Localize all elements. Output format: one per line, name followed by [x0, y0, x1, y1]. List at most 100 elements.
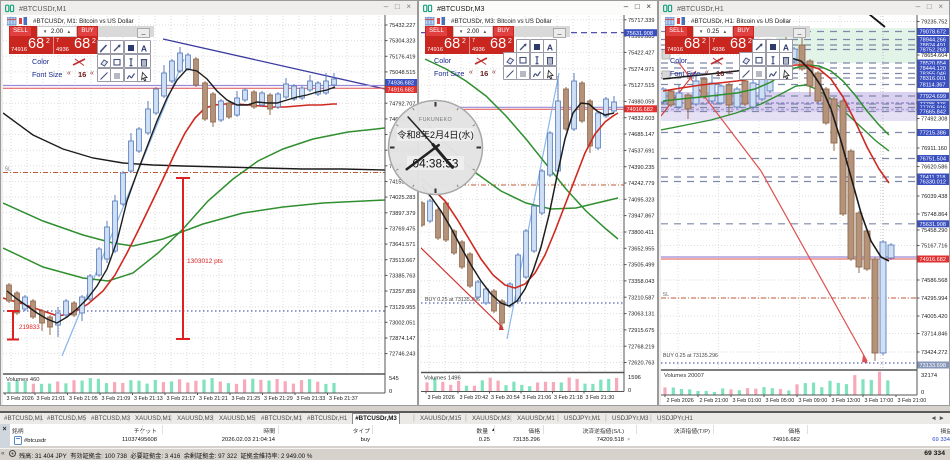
svg-text:BUY 0.25 at 73135.296: BUY 0.25 at 73135.296: [425, 297, 480, 303]
svg-text:73652.955: 73652.955: [628, 246, 654, 252]
svg-text:72620.763: 72620.763: [628, 361, 654, 367]
svg-text:BUY 0.25 at 73135.296: BUY 0.25 at 73135.296: [663, 353, 718, 359]
svg-text:74936.682: 74936.682: [388, 81, 414, 87]
svg-text:73714.846: 73714.846: [921, 332, 947, 338]
svg-text:78316.001: 78316.001: [920, 76, 946, 82]
svg-text:74025.283: 74025.283: [389, 195, 415, 201]
svg-text:73210.587: 73210.587: [628, 295, 654, 301]
svg-text:3 Feb 21:01: 3 Feb 21:01: [37, 396, 66, 402]
svg-text:545: 545: [389, 376, 399, 382]
svg-text:A: A: [547, 42, 553, 52]
svg-text:74916.682: 74916.682: [627, 107, 653, 113]
svg-text:74295.994: 74295.994: [921, 296, 947, 302]
svg-text:72874.147: 72874.147: [389, 336, 415, 342]
svg-text:3 Feb 21:17: 3 Feb 21:17: [167, 396, 196, 402]
svg-text:78114.367: 78114.367: [920, 83, 946, 89]
svg-text:75432.227: 75432.227: [389, 23, 415, 29]
svg-text:1596: 1596: [628, 375, 641, 381]
svg-text:73133.698: 73133.698: [920, 363, 946, 369]
svg-text:77492.308: 77492.308: [921, 117, 947, 123]
svg-text:3 Feb 17:00: 3 Feb 17:00: [865, 398, 894, 404]
svg-text:75569.883: 75569.883: [628, 34, 654, 40]
svg-text:75304.323: 75304.323: [389, 39, 415, 45]
svg-text:2 Feb 2026: 2 Feb 2026: [667, 398, 694, 404]
svg-text:75167.716: 75167.716: [921, 244, 947, 250]
svg-text:SL: SL: [5, 167, 12, 173]
svg-text:令和8年2月4日(水): 令和8年2月4日(水): [397, 129, 474, 140]
svg-text:74792.707: 74792.707: [389, 101, 415, 107]
svg-text:219833: 219833: [19, 324, 40, 331]
svg-text:3 Feb 2026: 3 Feb 2026: [7, 396, 34, 402]
svg-text:76330.012: 76330.012: [920, 180, 946, 186]
svg-text:74685.147: 74685.147: [628, 132, 654, 138]
svg-text:3 Feb 21:00: 3 Feb 21:00: [898, 398, 927, 404]
svg-text:76751.504: 76751.504: [920, 157, 946, 163]
svg-text:78654.604: 78654.604: [921, 53, 947, 59]
svg-text:73358.043: 73358.043: [628, 279, 654, 285]
svg-text:73129.955: 73129.955: [389, 305, 415, 311]
svg-text:74095.323: 74095.323: [628, 197, 654, 203]
svg-text:74916.682: 74916.682: [920, 257, 946, 263]
svg-text:74980.059: 74980.059: [628, 100, 654, 106]
svg-text:3 Feb 20:54: 3 Feb 20:54: [491, 395, 520, 401]
svg-text:FUKUNEKO: FUKUNEKO: [419, 117, 452, 123]
svg-text:79078.672: 79078.672: [920, 30, 946, 36]
svg-text:76620.586: 76620.586: [921, 165, 947, 171]
svg-text:77924.699: 77924.699: [920, 94, 946, 100]
svg-text:3 Feb 21:18: 3 Feb 21:18: [554, 395, 583, 401]
svg-text:75631.908: 75631.908: [920, 222, 946, 228]
svg-text:32174: 32174: [921, 373, 938, 379]
svg-text:74390.235: 74390.235: [628, 165, 654, 171]
svg-text:3 Feb 21:06: 3 Feb 21:06: [523, 395, 552, 401]
svg-text:74005.420: 74005.420: [921, 314, 947, 320]
svg-text:3 Feb 21:25: 3 Feb 21:25: [232, 396, 261, 402]
svg-text:73947.867: 73947.867: [628, 214, 654, 220]
svg-text:75458.290: 75458.290: [921, 228, 947, 234]
svg-text:72915.675: 72915.675: [628, 328, 654, 334]
svg-text:79235.752: 79235.752: [921, 20, 947, 26]
svg-text:76039.438: 76039.438: [921, 194, 947, 200]
svg-text:3 Feb 21:33: 3 Feb 21:33: [297, 396, 326, 402]
svg-text:73002.051: 73002.051: [389, 320, 415, 326]
svg-text:73897.379: 73897.379: [389, 211, 415, 217]
svg-text:73505.499: 73505.499: [628, 263, 654, 269]
svg-text:3 Feb 21:09: 3 Feb 21:09: [102, 396, 131, 402]
svg-text:3 Feb 13:00: 3 Feb 13:00: [832, 398, 861, 404]
svg-text:Volumes 460: Volumes 460: [6, 377, 40, 383]
svg-text:Volumes 1496: Volumes 1496: [424, 376, 461, 382]
svg-text:78944.266: 78944.266: [920, 38, 946, 44]
svg-text:3 Feb 21:21: 3 Feb 21:21: [199, 396, 228, 402]
svg-text:Volumes 20007: Volumes 20007: [664, 373, 704, 379]
svg-text:72768.219: 72768.219: [628, 344, 654, 350]
svg-text:74586.568: 74586.568: [921, 278, 947, 284]
svg-text:78520.854: 78520.854: [920, 61, 946, 67]
svg-text:74916.682: 74916.682: [388, 88, 414, 94]
svg-text:73063.131: 73063.131: [628, 312, 654, 318]
svg-text:78444.120: 78444.120: [920, 66, 946, 72]
svg-text:73257.859: 73257.859: [389, 289, 415, 295]
svg-text:77665.842: 77665.842: [920, 110, 946, 116]
svg-text:3 Feb 21:05: 3 Feb 21:05: [69, 396, 98, 402]
svg-text:A: A: [141, 44, 147, 54]
svg-text:72746.243: 72746.243: [389, 352, 415, 358]
svg-text:75048.515: 75048.515: [389, 70, 415, 76]
svg-text:75422.427: 75422.427: [628, 51, 654, 57]
svg-text:3 Feb 21:13: 3 Feb 21:13: [134, 396, 163, 402]
svg-text:76911.160: 76911.160: [921, 146, 947, 152]
svg-text:74832.603: 74832.603: [628, 116, 654, 122]
svg-text:2 Feb 21:00: 2 Feb 21:00: [700, 398, 729, 404]
svg-text:73385.763: 73385.763: [389, 274, 415, 280]
svg-text:3 Feb 05:00: 3 Feb 05:00: [766, 398, 795, 404]
svg-text:0: 0: [389, 389, 392, 395]
svg-text:3 Feb 21:30: 3 Feb 21:30: [586, 395, 615, 401]
svg-text:75176.419: 75176.419: [389, 54, 415, 60]
svg-text:3 Feb 01:00: 3 Feb 01:00: [733, 398, 762, 404]
svg-text:75631.908: 75631.908: [627, 31, 653, 37]
svg-text:77215.386: 77215.386: [920, 131, 946, 137]
svg-text:3 Feb 2026: 3 Feb 2026: [428, 395, 455, 401]
svg-text:3 Feb 20:42: 3 Feb 20:42: [460, 395, 489, 401]
svg-text:74153.187: 74153.187: [389, 180, 415, 186]
svg-text:3 Feb 09:00: 3 Feb 09:00: [799, 398, 828, 404]
svg-text:73641.571: 73641.571: [389, 242, 415, 248]
svg-text:74537.691: 74537.691: [628, 149, 654, 155]
